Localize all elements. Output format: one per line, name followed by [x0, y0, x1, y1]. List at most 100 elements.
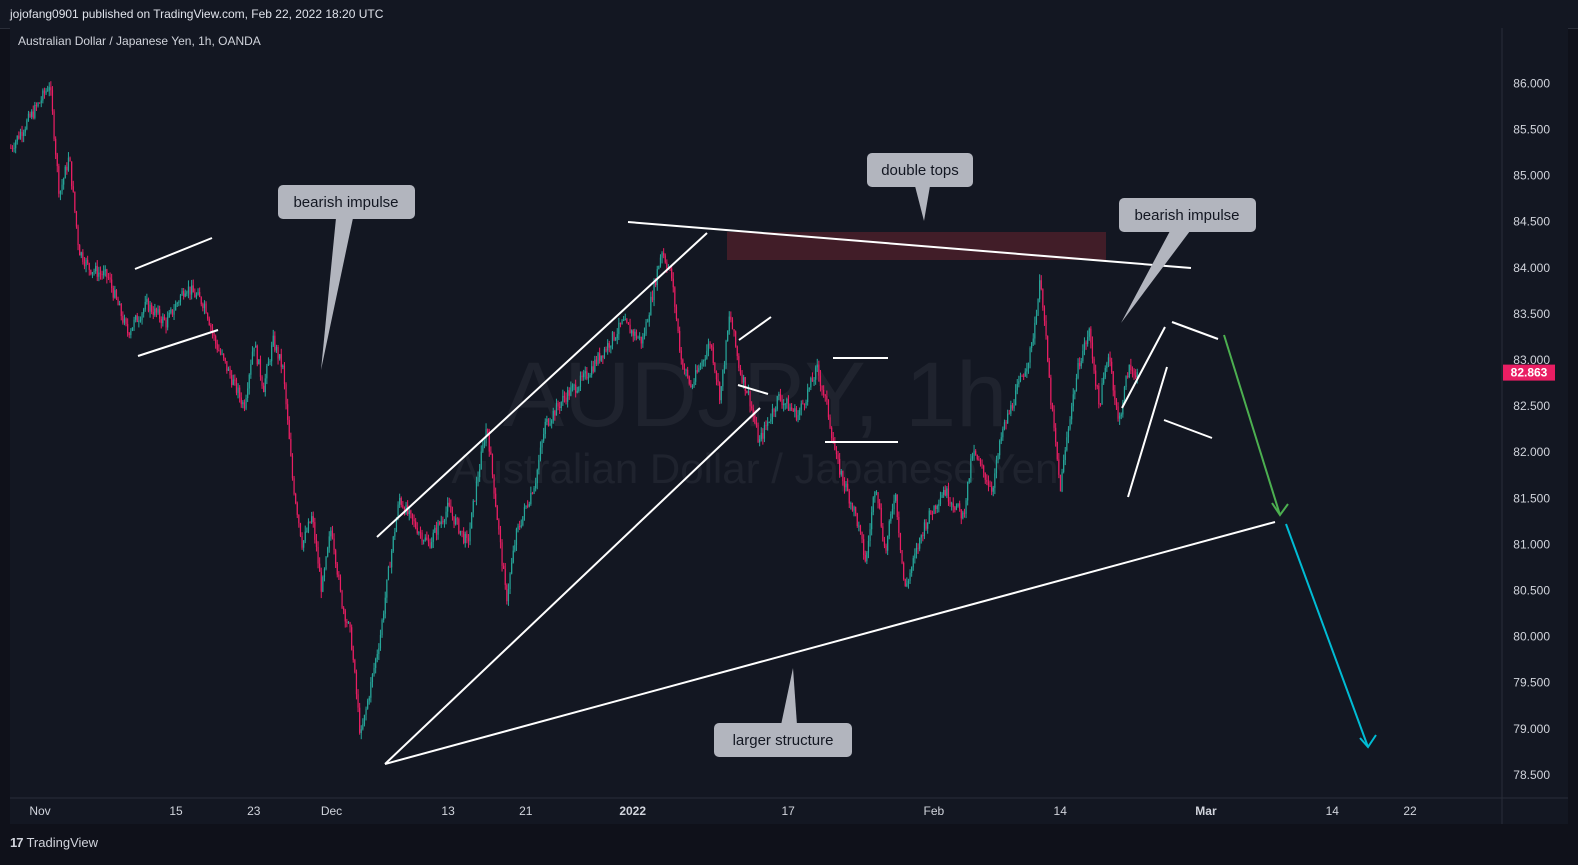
candle-body: [335, 550, 337, 564]
candle-body: [1077, 362, 1079, 379]
candle-body: [792, 409, 794, 412]
candle-body: [123, 318, 126, 323]
candle-body: [303, 540, 305, 548]
candle-body: [490, 451, 492, 455]
candle-body: [90, 269, 92, 275]
candle-body: [503, 565, 505, 569]
candle-body: [51, 90, 54, 112]
candle-body: [954, 507, 956, 510]
candle-body: [298, 514, 300, 524]
candle-body: [736, 346, 738, 357]
callouts-layer: bearish impulse double tops bearish impu…: [278, 153, 1256, 757]
chart-area[interactable]: AUDJPY, 1h Australian Dollar / Japanese …: [10, 28, 1568, 824]
candle-body: [922, 535, 924, 537]
candle-body: [442, 521, 444, 523]
candle-body: [288, 419, 290, 440]
candle-body: [509, 573, 511, 590]
callout-box-1: [278, 185, 415, 219]
candle-body: [999, 440, 1001, 456]
candle-body: [866, 552, 868, 562]
price-axis-panel[interactable]: [1502, 28, 1568, 798]
candle-body: [411, 513, 414, 520]
callout-label-3: bearish impulse: [1134, 207, 1239, 224]
candle-body: [514, 544, 516, 551]
candle-body: [943, 489, 945, 495]
candle-body: [311, 516, 313, 523]
candle-body: [183, 291, 185, 297]
candle-body: [775, 409, 777, 412]
candle-body: [863, 539, 865, 556]
candle-body: [877, 492, 879, 504]
candle-body: [117, 298, 119, 306]
candle-body: [743, 377, 745, 383]
candle-body: [869, 529, 871, 541]
candle-body: [528, 503, 530, 507]
candle-body: [277, 346, 279, 359]
candle-body: [1119, 415, 1121, 419]
candle-body: [456, 518, 458, 520]
candle-body: [767, 422, 769, 426]
time-tick-label: Nov: [29, 804, 50, 818]
price-axis[interactable]: 86.000 85.500 85.000 84.500 84.000 83.500 83.0…: [1513, 76, 1550, 782]
candle-body: [376, 654, 378, 659]
price-tick-label: 82.500: [1513, 399, 1550, 413]
candle-body: [834, 443, 836, 451]
candle-body: [119, 304, 121, 306]
chart-svg[interactable]: AUDJPY, 1h Australian Dollar / Japanese …: [10, 28, 1568, 824]
candle-body: [1011, 405, 1014, 409]
candle-body: [530, 492, 532, 504]
candle-body: [322, 577, 324, 592]
candle-body: [1000, 437, 1002, 441]
candle-body: [800, 403, 802, 410]
candle-body: [1059, 474, 1062, 492]
candle-body: [314, 522, 316, 540]
candle-body: [688, 376, 690, 384]
candle-body: [82, 252, 84, 262]
candle-body: [93, 271, 95, 273]
candle-body: [347, 622, 350, 624]
candle-body: [167, 317, 169, 328]
candle-body: [811, 378, 814, 382]
candle-body: [413, 519, 415, 522]
price-tick-label: 84.500: [1513, 215, 1550, 229]
candle-body: [402, 505, 404, 508]
candle-body: [599, 353, 601, 361]
candle-body: [731, 319, 734, 330]
candle-body: [984, 472, 986, 480]
candle-body: [19, 131, 22, 139]
candle-body: [197, 292, 199, 295]
candle-body: [264, 378, 266, 393]
candle-body: [779, 393, 782, 401]
candle-body: [410, 510, 412, 514]
candle-body: [810, 378, 812, 388]
candle-body: [703, 360, 705, 362]
price-tick-label: 80.000: [1513, 630, 1550, 644]
candle-body: [555, 403, 558, 416]
candle-body: [755, 423, 758, 426]
candle-body: [307, 521, 310, 532]
candle-body: [805, 401, 807, 405]
candle-body: [1045, 320, 1047, 337]
candle-body: [907, 580, 910, 584]
candle-body: [83, 261, 86, 267]
candle-body: [600, 355, 602, 361]
candle-body: [247, 388, 249, 399]
candle-body: [243, 402, 246, 409]
candle-body: [1056, 441, 1058, 460]
candle-body: [1087, 336, 1089, 344]
candle-body: [59, 190, 62, 194]
candle-body: [203, 303, 206, 309]
candle-body: [579, 375, 582, 388]
candle-body: [928, 510, 930, 523]
candle-body: [930, 510, 932, 514]
candle-body: [672, 278, 674, 288]
candle-body: [1079, 362, 1081, 367]
time-axis[interactable]: Nov 15 23 Dec 13 21 2022 17 Feb 14 Mar 14 22: [29, 804, 1417, 818]
candle-body: [960, 509, 962, 519]
price-tick-label: 83.000: [1513, 353, 1550, 367]
candle-body: [639, 336, 641, 338]
candle-body: [352, 649, 354, 660]
brand[interactable]: 17 TradingView: [10, 835, 98, 850]
price-tick-label: 86.000: [1513, 76, 1550, 90]
candle-body: [424, 537, 426, 541]
